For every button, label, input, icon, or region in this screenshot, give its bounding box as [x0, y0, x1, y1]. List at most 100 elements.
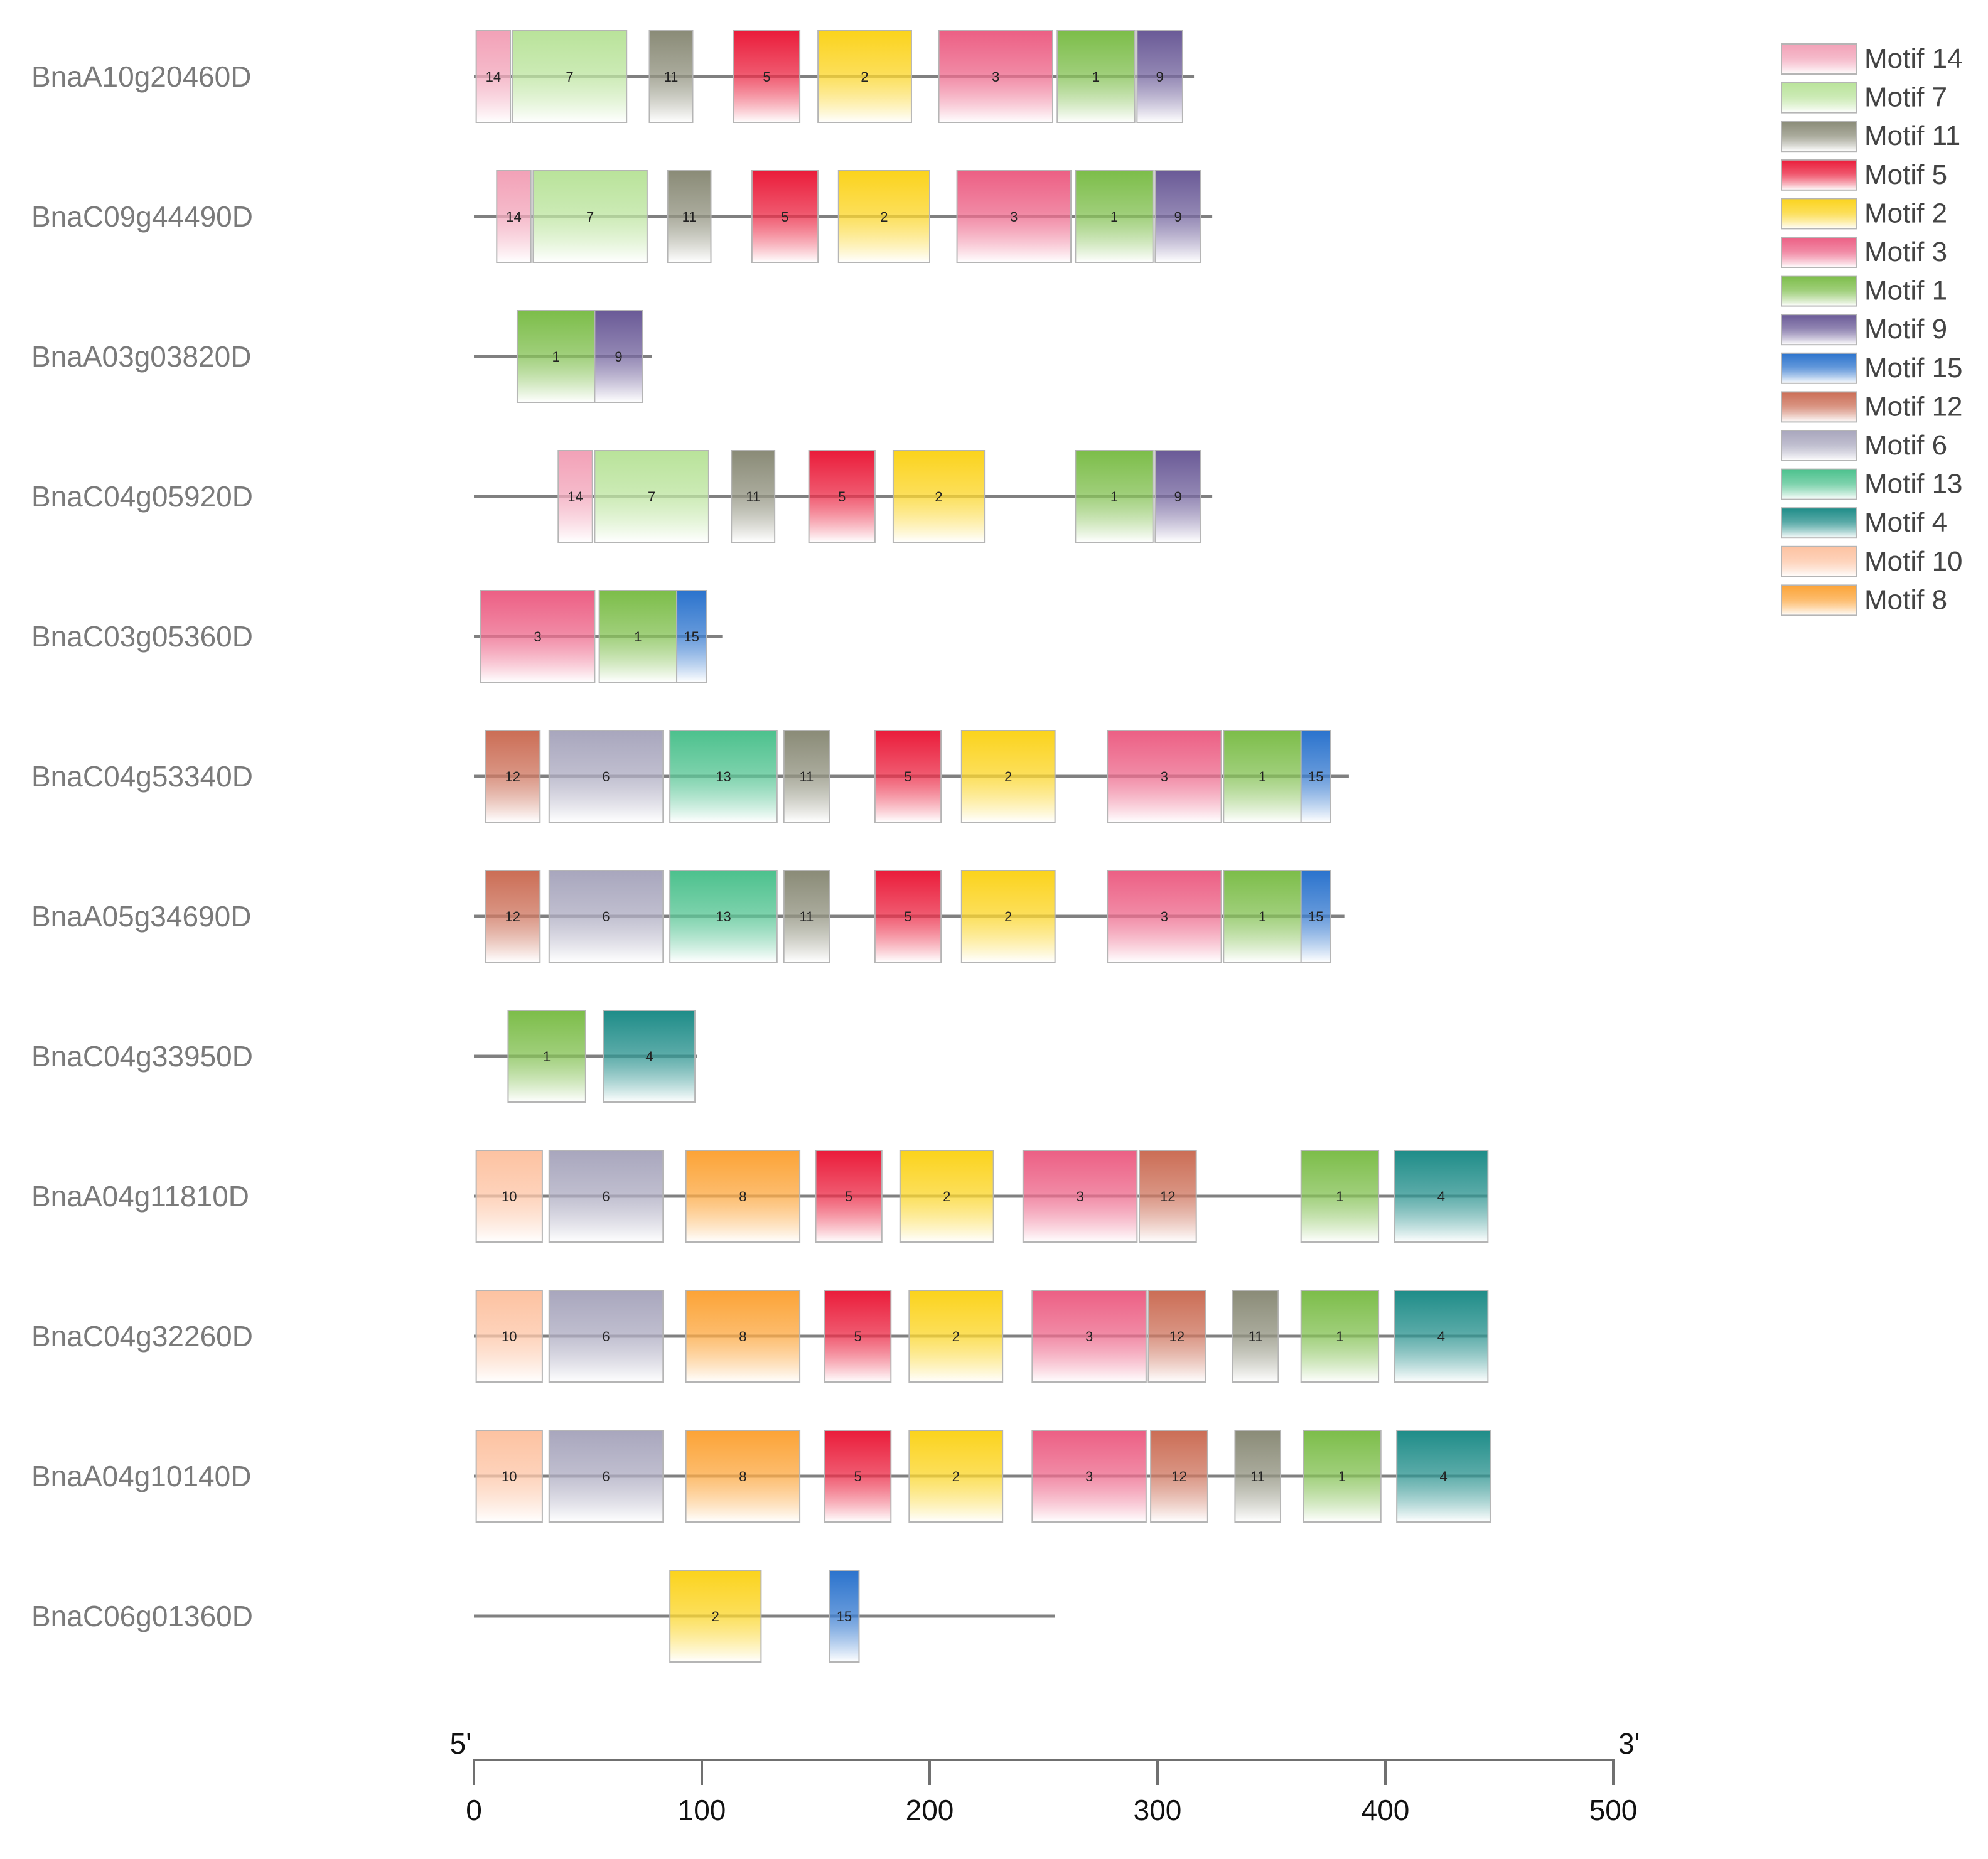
motif-box — [676, 590, 707, 683]
motif-number: 6 — [602, 909, 610, 924]
gene-row: BnaC04g33950D 1 4 — [31, 1010, 697, 1103]
legend-item: Motif 7 — [1781, 82, 1947, 114]
motif-box — [1031, 1290, 1147, 1383]
motif-number: 3 — [534, 629, 542, 645]
motif-number: 8 — [739, 1469, 746, 1484]
legend-swatch — [1781, 545, 1857, 577]
gene-label: BnaC06g01360D — [31, 1600, 253, 1632]
legend-swatch — [1781, 430, 1857, 461]
axis-tick-label: 300 — [1134, 1794, 1182, 1826]
motif-number: 12 — [1160, 1189, 1175, 1204]
legend-item: Motif 6 — [1781, 430, 1947, 461]
motif-number: 5 — [854, 1469, 862, 1484]
legend-item: Motif 13 — [1781, 468, 1963, 500]
gene-row: BnaA04g10140D 10 6 8 5 2 3 12 11 1 4 — [31, 1430, 1491, 1523]
motif-box — [548, 730, 664, 823]
motif-box — [598, 590, 678, 683]
motif-box — [1147, 1290, 1206, 1383]
motif-box — [594, 310, 643, 403]
legend-swatch — [1781, 82, 1857, 114]
motif-number: 13 — [716, 909, 731, 924]
motif-number: 6 — [602, 769, 610, 785]
gene-label: BnaA05g34690D — [31, 900, 251, 933]
motif-box — [1396, 1430, 1491, 1523]
motif-number: 11 — [800, 769, 814, 785]
legend-swatch — [1781, 237, 1857, 268]
legend-label: Motif 11 — [1864, 121, 1960, 151]
axis-tick-label: 0 — [466, 1794, 482, 1826]
legend-item: Motif 11 — [1781, 121, 1960, 153]
motif-number: 5 — [781, 209, 788, 225]
gene-row: BnaC04g53340D 12 6 13 11 5 2 3 1 15 — [31, 730, 1349, 823]
motif-box — [1223, 730, 1302, 823]
position-axis: 5' 3' 0 100 200 300 400 500 — [450, 1727, 1640, 1826]
motif-number: 9 — [1174, 209, 1182, 225]
gene-row: BnaC04g32260D 10 6 8 5 2 3 12 11 1 4 — [31, 1290, 1489, 1383]
axis-start-label: 5' — [450, 1727, 471, 1760]
legend-item: Motif 15 — [1781, 352, 1963, 384]
motif-box — [874, 730, 942, 823]
legend-item: Motif 2 — [1781, 198, 1947, 230]
legend-label: Motif 1 — [1864, 276, 1947, 306]
legend-swatch — [1781, 198, 1857, 230]
motif-box — [1300, 870, 1331, 963]
motif-box — [899, 1150, 994, 1243]
motif-number: 5 — [854, 1329, 862, 1344]
motif-number: 3 — [1076, 1189, 1083, 1204]
motif-box — [1394, 1290, 1489, 1383]
motif-box — [1303, 1430, 1382, 1523]
motif-box — [548, 1430, 664, 1523]
motif-number: 2 — [935, 489, 942, 505]
motif-box — [685, 1150, 801, 1243]
legend-swatch — [1781, 352, 1857, 384]
legend-label: Motif 9 — [1864, 314, 1947, 345]
motif-number: 11 — [682, 209, 697, 225]
motif-number: 10 — [502, 1189, 517, 1204]
legend-swatch — [1781, 275, 1857, 307]
gene-row: BnaA10g20460D 14 7 11 5 2 3 1 9 — [31, 30, 1195, 123]
legend-label: Motif 3 — [1864, 237, 1947, 267]
motif-box — [815, 1150, 883, 1243]
motif-number: 4 — [1437, 1329, 1445, 1344]
motif-number: 10 — [502, 1469, 517, 1484]
motif-number: 2 — [880, 209, 888, 225]
legend-item: Motif 8 — [1781, 584, 1947, 616]
motif-box — [1136, 30, 1183, 123]
motif-number: 3 — [1085, 1469, 1093, 1484]
motif-box — [669, 730, 778, 823]
motif-number: 3 — [1161, 769, 1168, 785]
legend-swatch — [1781, 391, 1857, 423]
motif-number: 11 — [746, 489, 760, 505]
axis-end-label: 3' — [1618, 1727, 1640, 1760]
motif-number: 2 — [712, 1609, 719, 1624]
motif-number: 1 — [1338, 1469, 1346, 1484]
motif-box — [557, 450, 593, 543]
motif-box — [548, 1150, 664, 1243]
legend-label: Motif 6 — [1864, 430, 1947, 461]
gene-row: BnaC04g05920D 14 7 11 5 2 1 9 — [31, 450, 1213, 543]
motif-box — [824, 1430, 892, 1523]
motif-box — [1107, 870, 1222, 963]
motif-box — [548, 1290, 664, 1383]
motif-box — [892, 450, 986, 543]
gene-row: BnaC06g01360D 2 15 — [31, 1570, 1055, 1663]
gene-label: BnaA04g11810D — [31, 1180, 249, 1213]
motif-box — [548, 870, 664, 963]
motif-box — [1394, 1150, 1489, 1243]
motif-number: 11 — [1250, 1469, 1265, 1484]
legend-item: Motif 1 — [1781, 275, 1947, 307]
motif-number: 2 — [861, 69, 868, 85]
gene-label: BnaC04g05920D — [31, 480, 253, 513]
motif-box — [685, 1430, 801, 1523]
gene-label: BnaC09g44490D — [31, 200, 253, 233]
legend-item: Motif 4 — [1781, 507, 1947, 539]
motif-number: 1 — [634, 629, 642, 645]
legend-swatch — [1781, 121, 1857, 153]
legend-label: Motif 5 — [1864, 159, 1947, 190]
motif-number: 3 — [1085, 1329, 1093, 1344]
motif-number: 8 — [739, 1189, 746, 1204]
motif-number: 1 — [1110, 209, 1118, 225]
legend-label: Motif 7 — [1864, 82, 1947, 113]
motif-number: 6 — [602, 1329, 610, 1344]
